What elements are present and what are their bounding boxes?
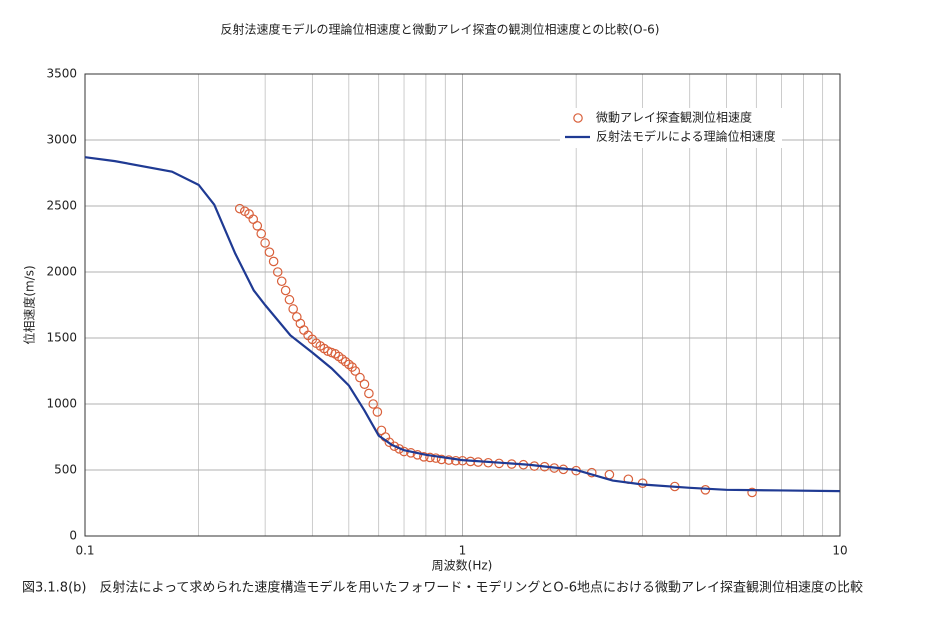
data-point	[276, 276, 287, 287]
data-point	[280, 285, 291, 296]
data-point	[288, 304, 298, 314]
data-point	[284, 294, 295, 305]
data-point	[252, 221, 263, 231]
data-point	[604, 469, 615, 480]
data-point	[444, 455, 454, 465]
data-point	[364, 388, 374, 399]
plot-frame	[84, 73, 841, 537]
x-tick-label: 0.1	[75, 544, 94, 558]
data-point	[340, 356, 351, 367]
data-point	[425, 452, 435, 463]
x-tick-label: 10	[832, 544, 847, 558]
legend-marker	[573, 113, 583, 123]
y-tick-label: 3000	[46, 133, 77, 147]
data-point	[359, 379, 370, 389]
x-tick-label: 1	[459, 544, 467, 558]
data-point	[368, 399, 378, 409]
y-tick-label: 3500	[46, 67, 77, 81]
y-tick-label: 0	[69, 529, 77, 543]
data-point	[431, 453, 441, 463]
data-point	[747, 487, 757, 498]
caption: 図3.1.8(b) 反射法によって求められた速度構造モデルを用いたフォワード・モ…	[22, 580, 863, 596]
data-point	[268, 256, 279, 267]
y-tick-label: 2000	[46, 265, 77, 279]
legend-label: 微動アレイ探査観測位相速度	[596, 110, 752, 125]
data-point	[260, 238, 270, 248]
legend-label: 反射法モデルによる理論位相速度	[596, 129, 776, 144]
data-point	[272, 267, 283, 277]
y-tick-label: 500	[54, 463, 77, 477]
data-point	[264, 247, 275, 257]
legend-box	[560, 108, 782, 148]
data-point	[436, 454, 447, 465]
data-point	[350, 366, 361, 376]
data-point	[372, 407, 383, 417]
y-tick-label: 1500	[46, 331, 77, 345]
chart-title: 反射法速度モデルの理論位相速度と微動アレイ探査の観測位相速度との比較(O-6)	[221, 22, 660, 37]
y-tick-label: 2500	[46, 199, 77, 213]
data-point	[419, 451, 429, 462]
data-point	[234, 203, 245, 214]
data-point	[355, 372, 365, 383]
x-axis-label: 周波数(Hz)	[432, 558, 493, 573]
series-line	[84, 156, 841, 493]
data-point	[256, 228, 267, 239]
data-point	[389, 441, 400, 452]
y-axis-label: 位相速度(m/s)	[22, 265, 37, 344]
y-tick-label: 1000	[46, 397, 77, 411]
data-point	[299, 325, 309, 335]
data-point	[344, 359, 354, 370]
